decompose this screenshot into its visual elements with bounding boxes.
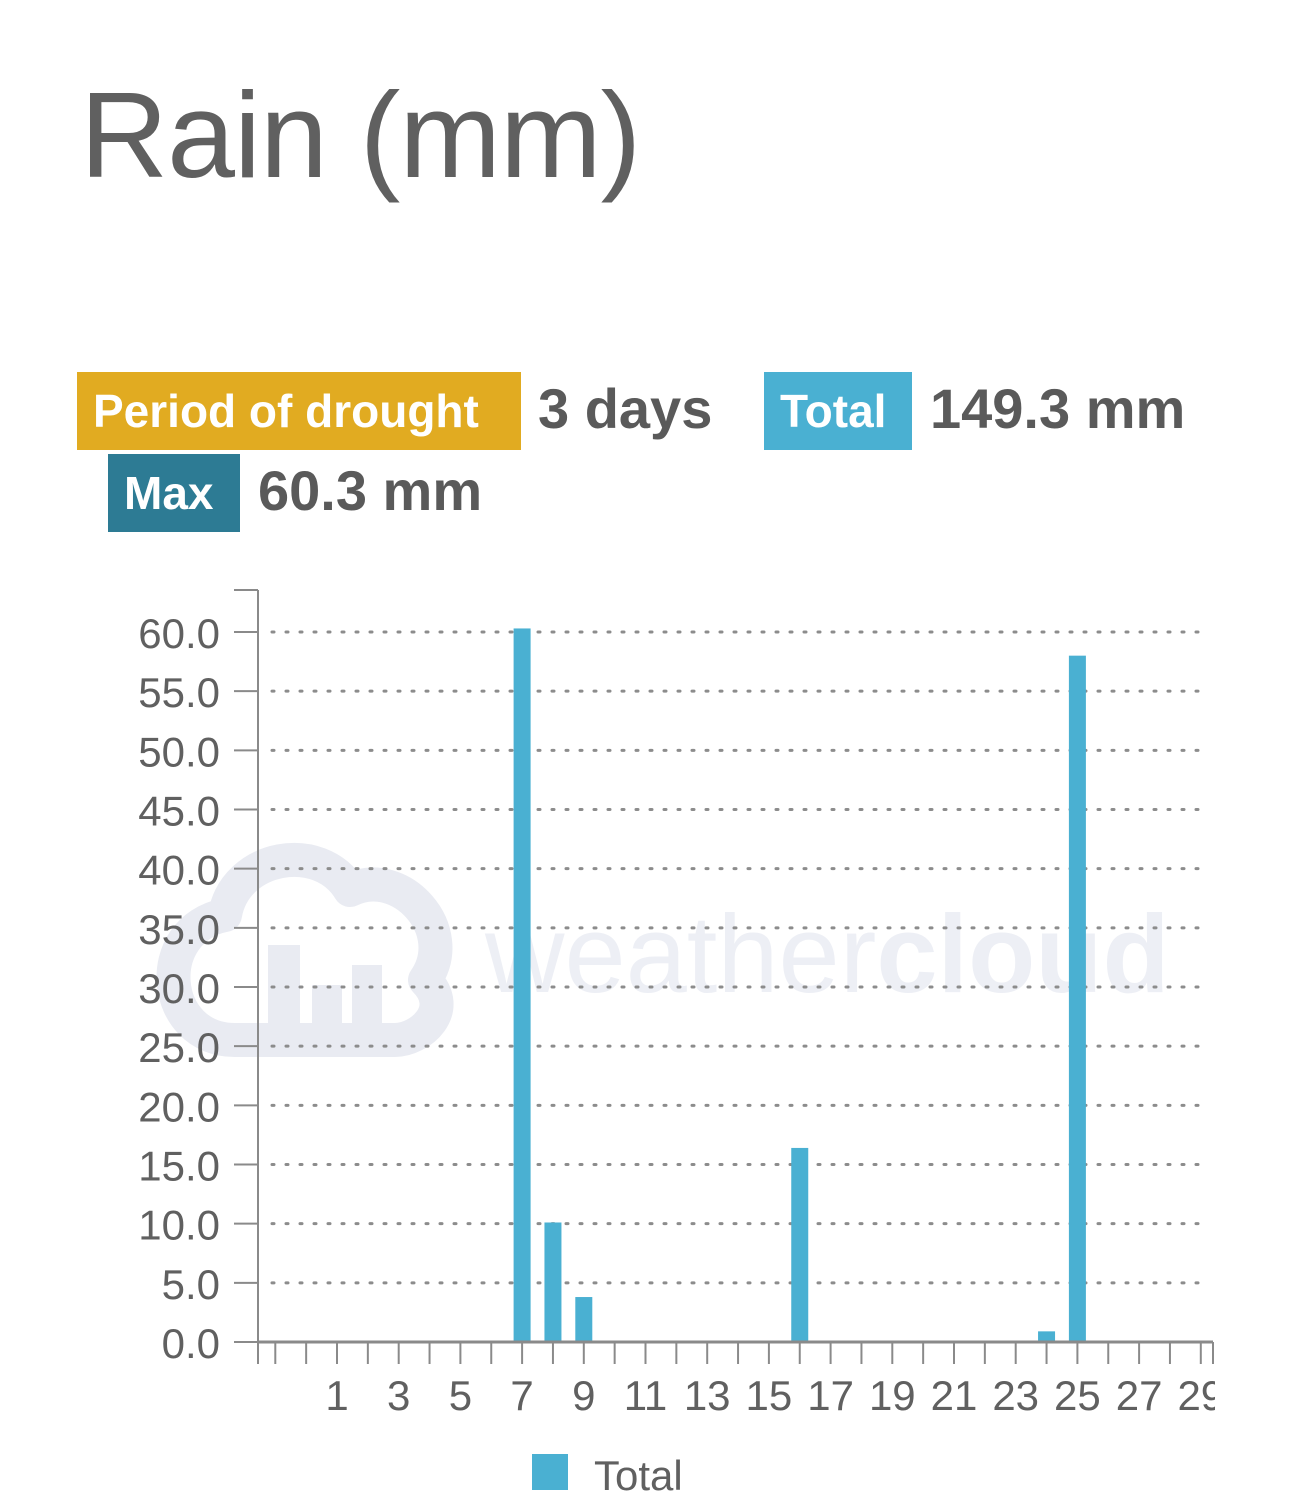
x-tick-label: 19 [869, 1372, 916, 1419]
x-tick-label: 23 [992, 1372, 1039, 1419]
watermark-bar-1 [268, 945, 300, 1055]
y-tick-label: 20.0 [138, 1083, 220, 1130]
y-tick-label: 0.0 [162, 1320, 220, 1367]
x-tick-label: 11 [624, 1372, 668, 1419]
y-tick-label: 35.0 [138, 906, 220, 953]
y-tick-label: 55.0 [138, 669, 220, 716]
watermark-cloud-icon [156, 842, 454, 1057]
chart-axes [234, 589, 1214, 1364]
bar[interactable] [544, 1222, 562, 1342]
bar[interactable] [575, 1297, 593, 1342]
watermark-bar-2 [312, 985, 342, 1055]
x-tick-label: 17 [807, 1372, 854, 1419]
y-tick-label: 45.0 [138, 788, 220, 835]
x-tick-label: 13 [684, 1372, 731, 1419]
x-tick-label: 7 [510, 1372, 533, 1419]
y-tick-label: 15.0 [138, 1143, 220, 1190]
x-tick-label: 1 [325, 1372, 348, 1419]
bar[interactable] [1068, 655, 1086, 1342]
x-tick-label: 15 [746, 1372, 793, 1419]
bar[interactable] [1038, 1331, 1056, 1342]
legend-swatch [532, 1454, 568, 1490]
max-badge: Max [108, 454, 240, 532]
chart-grid [270, 630, 1207, 1285]
y-tick-label: 60.0 [138, 610, 220, 657]
x-axis-labels: 1 3 5 7 9 11 13 15 17 19 21 23 25 27 29 [325, 1372, 1224, 1419]
drought-badge: Period of drought [77, 372, 521, 450]
watermark-text: weathercloud [484, 893, 1170, 1016]
max-value: 60.3 mm [258, 459, 483, 522]
y-tick-label: 5.0 [162, 1261, 220, 1308]
chart-bars [513, 628, 1086, 1342]
y-axis-labels: 0.0 5.0 10.0 15.0 20.0 25.0 30.0 35.0 40.0 45.0 50… [138, 610, 220, 1367]
x-tick-label: 29 [1177, 1372, 1224, 1419]
bar[interactable] [513, 628, 531, 1342]
y-tick-label: 25.0 [138, 1024, 220, 1071]
x-tick-label: 27 [1116, 1372, 1163, 1419]
bar[interactable] [791, 1147, 809, 1342]
page-title: Rain (mm) [80, 67, 641, 203]
chart-legend: Total [532, 1452, 683, 1499]
y-tick-label: 50.0 [138, 728, 220, 775]
x-tick-label: 3 [387, 1372, 410, 1419]
x-tick-label: 21 [931, 1372, 978, 1419]
drought-value: 3 days [538, 377, 713, 440]
watermark-text-light: weather [484, 893, 876, 1016]
x-tick-label: 5 [449, 1372, 472, 1419]
y-tick-label: 10.0 [138, 1202, 220, 1249]
watermark-bar-3 [352, 965, 382, 1055]
y-tick-label: 40.0 [138, 847, 220, 894]
watermark-text-bold: cloud [876, 893, 1169, 1016]
weathercloud-watermark: weathercloud [156, 842, 1170, 1057]
total-value: 149.3 mm [930, 377, 1186, 440]
x-tick-label: 9 [572, 1372, 595, 1419]
total-badge: Total [764, 372, 912, 450]
legend-label-total: Total [594, 1452, 683, 1499]
y-tick-label: 30.0 [138, 965, 220, 1012]
rain-bar-chart: weathercloud 0.0 5.0 10.0 15.0 20.0 25.0 30.0 3… [138, 589, 1224, 1499]
x-tick-label: 25 [1054, 1372, 1101, 1419]
